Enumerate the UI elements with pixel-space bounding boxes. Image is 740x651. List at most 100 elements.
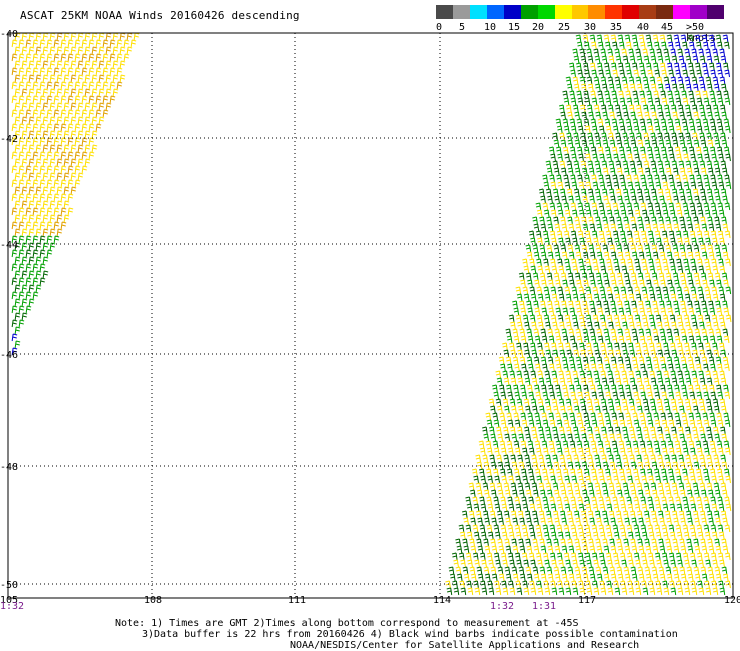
time-label: 1:31 [532,601,556,612]
wind-barb [498,545,505,554]
wind-barb [608,510,615,519]
wind-barb [683,258,689,267]
wind-barb [561,517,567,526]
wind-barb [697,580,703,589]
wind-barb [682,363,688,372]
wind-barb [32,277,39,286]
wind-barb [708,489,714,498]
wind-barb [593,342,599,351]
wind-barb [661,69,667,78]
wind-barb [559,321,565,330]
wind-barb [703,125,710,134]
wind-barb [517,321,523,330]
wind-barb [708,545,715,554]
wind-barb [696,125,703,134]
wind-barb [529,447,535,456]
wind-barb [580,510,587,519]
wind-barb [682,468,688,477]
wind-barb [700,244,707,253]
wind-barb [639,307,646,316]
wind-barb [604,146,611,155]
wind-barb [724,496,730,505]
wind-barb [458,552,465,561]
wind-barb [609,272,616,281]
wind-barb [567,111,573,120]
wind-barb [537,342,543,351]
wind-barb [631,34,638,43]
wind-barb [648,503,655,512]
wind-barb [600,237,606,246]
wind-barb [647,97,654,106]
wind-barb [39,53,46,62]
wind-barb [63,186,70,195]
wind-barb [49,88,56,97]
wind-barb [691,76,698,85]
wind-barb [723,307,730,316]
wind-barb [526,251,533,260]
wind-barb [711,258,717,267]
wind-barb [663,559,669,568]
wind-barb [532,244,539,253]
wind-barb [588,83,594,92]
wind-barb [591,419,598,428]
wind-barb [715,251,722,260]
wind-barb [724,524,731,533]
wind-barb [692,482,699,491]
wind-barb [596,328,603,337]
wind-barb [60,39,67,48]
wind-barb [684,76,691,85]
wind-barb [524,321,530,330]
wind-barb [607,559,613,568]
wind-barb [717,419,724,428]
wind-barb [500,391,507,400]
wind-barb [616,538,622,547]
wind-barb [74,67,81,76]
wind-barb [638,300,644,309]
wind-barb [81,95,88,104]
wind-barb [109,53,116,62]
wind-barb [547,517,553,526]
wind-barb [119,74,126,83]
wind-barb [98,46,105,55]
wind-barb [496,426,502,435]
wind-barb [549,174,555,183]
wind-barb [575,489,581,498]
wind-barb [501,475,507,484]
wind-barb [672,566,679,575]
wind-barb [548,412,555,421]
wind-barb [618,118,625,127]
wind-barb [688,412,695,421]
wind-barb [625,440,632,449]
wind-barb [673,573,680,582]
wind-barb [568,517,574,526]
wind-barb [566,132,572,141]
wind-barb [510,377,517,386]
wind-barb [621,342,627,351]
wind-barb [568,251,575,260]
wind-barb [605,391,612,400]
wind-barb [497,538,503,547]
lat-label: -46 [0,350,18,361]
wind-barb [672,167,679,176]
wind-barb [660,90,666,99]
wind-barb [522,314,529,323]
wind-barb [567,538,573,547]
wind-barb [706,426,712,435]
wind-barb [654,419,661,428]
wind-barb [520,335,527,344]
wind-barb [675,552,682,561]
wind-barb [621,237,627,246]
wind-barb [56,116,63,125]
wind-barb [474,587,481,596]
wind-barb [604,118,611,127]
wind-barb [725,258,731,267]
wind-barb [518,405,524,414]
wind-barb [502,398,509,407]
wind-barb [714,111,720,120]
wind-barb [662,503,669,512]
wind-barb [710,97,717,106]
wind-barb [539,244,546,253]
wind-barb [694,223,701,232]
wind-barb [573,426,579,435]
wind-barb [39,109,46,118]
